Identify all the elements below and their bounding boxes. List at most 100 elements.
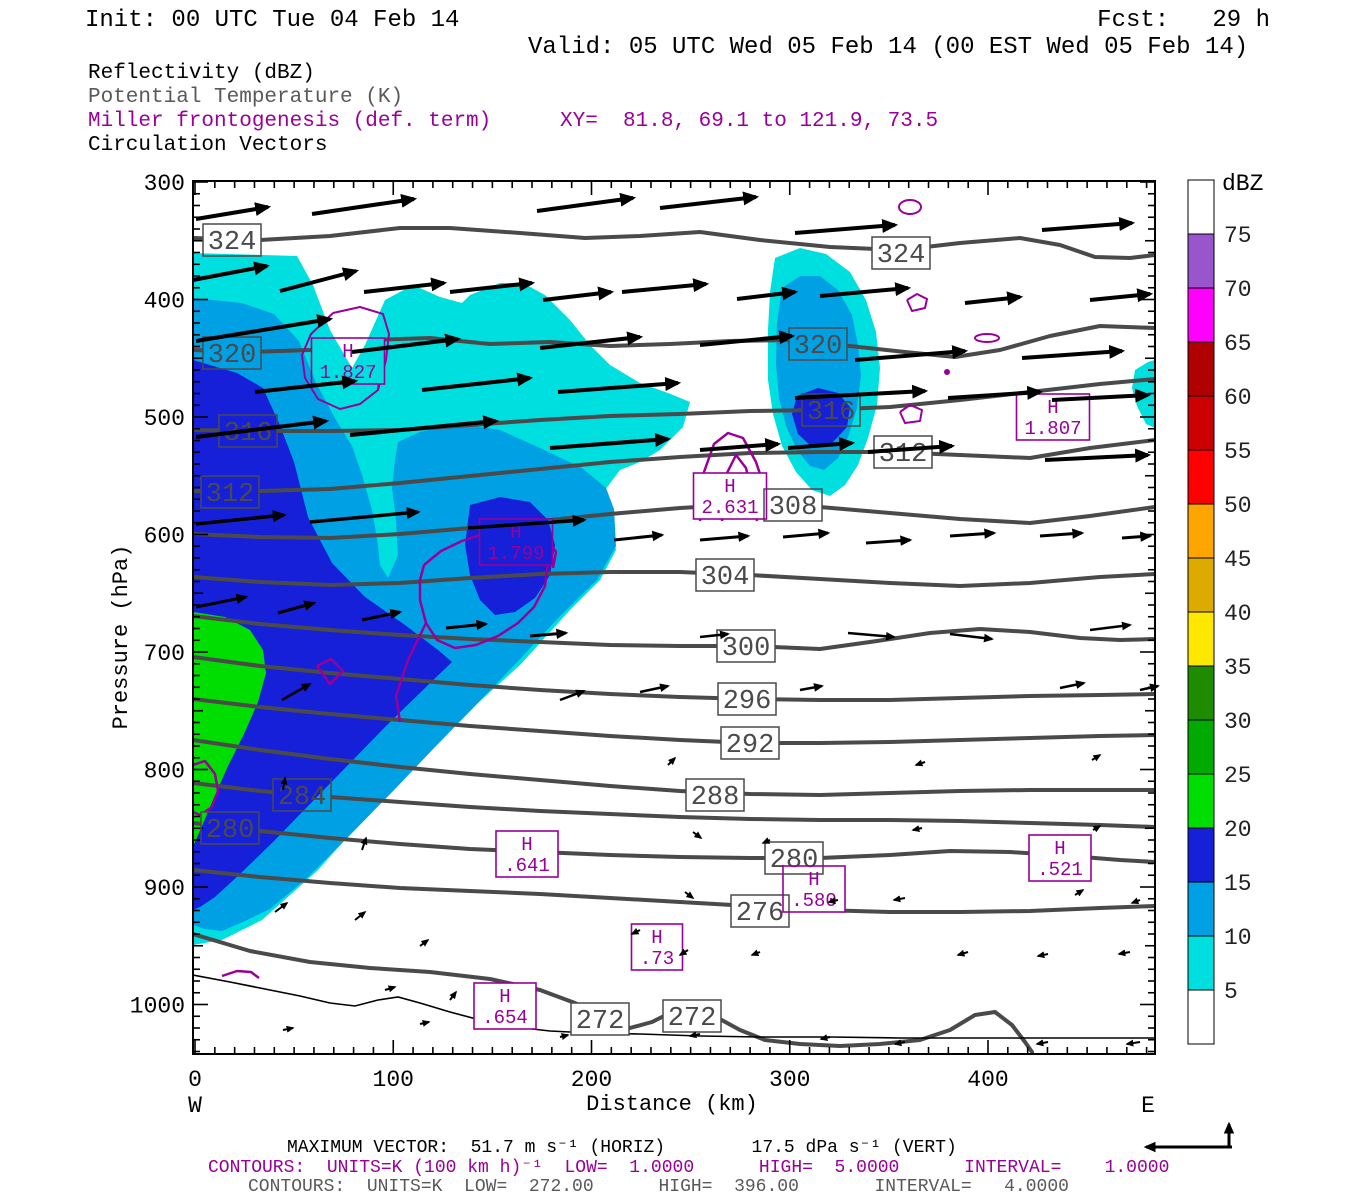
wind-vector — [277, 600, 317, 615]
wind-vector — [750, 949, 761, 957]
colorbar-block — [1187, 773, 1215, 829]
wind-vector — [949, 528, 997, 539]
isentrope-312K — [193, 438, 1155, 493]
y-tick-label: 800 — [144, 759, 185, 785]
legend-reflectivity: Reflectivity (dBZ) — [88, 62, 315, 85]
wind-vector — [361, 608, 403, 622]
wind-vector — [684, 891, 695, 899]
isentrope-label: 316 — [807, 398, 856, 428]
y-tick-label: 500 — [144, 406, 185, 432]
wind-vector — [559, 1033, 570, 1040]
wind-vector — [639, 683, 670, 694]
wind-vector — [351, 333, 462, 354]
frontogenesis-dot — [944, 369, 950, 375]
wind-vector — [311, 193, 418, 216]
colorbar-block — [1187, 179, 1215, 235]
surface-line-layer — [193, 974, 1155, 1039]
y-tick-label: 400 — [144, 289, 185, 315]
colorbar-tick-label: 15 — [1224, 871, 1252, 897]
wind-vector — [279, 267, 360, 293]
isentrope-layer — [193, 226, 1155, 1054]
isentrope-label: 300 — [722, 634, 771, 664]
fronto-max-box — [1028, 834, 1092, 882]
wind-vector — [947, 385, 1044, 400]
colorbar-tick-label: 65 — [1224, 331, 1252, 357]
isentrope-label: 312 — [879, 440, 928, 470]
wind-vector — [1121, 531, 1153, 542]
isentrope-label: 320 — [208, 341, 257, 371]
wind-vector — [539, 331, 644, 350]
frontogenesis-contour-ellipse — [974, 333, 1000, 343]
wind-vector — [794, 219, 899, 235]
fronto-max-value: .73 — [640, 948, 674, 970]
wind-vector — [914, 759, 926, 767]
colorbar-tick-label: 70 — [1224, 277, 1252, 303]
reference-vector — [1143, 1121, 1235, 1153]
plot-border — [192, 180, 1156, 1055]
wind-vector — [854, 345, 969, 362]
isentrope-label-box — [763, 488, 823, 522]
x-tick-label: 400 — [967, 1067, 1008, 1093]
fronto-max-value: .580 — [791, 890, 837, 912]
reflectivity-fill-layer — [193, 181, 1155, 1054]
wind-vector — [1139, 683, 1160, 693]
isentrope-label: 320 — [794, 332, 843, 362]
wind-vector — [559, 689, 586, 702]
wind-vector — [354, 911, 367, 921]
fronto-max-box — [630, 923, 684, 971]
wind-vector — [281, 682, 312, 702]
x-tick-label: 200 — [571, 1067, 612, 1093]
isentrope-label-box — [871, 236, 931, 270]
isentrope-label-box — [202, 223, 262, 257]
wind-vector — [192, 261, 271, 282]
colorbar-title: dBZ — [1222, 171, 1263, 197]
wind-vector — [667, 756, 677, 766]
colorbar-tick-label: 50 — [1224, 493, 1252, 519]
isentrope-label: 292 — [726, 731, 775, 761]
wind-vector — [309, 506, 421, 524]
isentrope-label-box — [695, 558, 755, 592]
wind-vector — [557, 376, 682, 394]
wind-vector — [274, 902, 289, 913]
legend-potential-temperature: Potential Temperature (K) — [88, 86, 403, 109]
isentrope-320K — [193, 324, 1155, 359]
circulation-vector-layer — [192, 191, 1160, 1047]
frontogenesis-contour — [1067, 407, 1079, 425]
fronto-max-symbol: H — [1054, 838, 1065, 860]
x-axis-title: Distance (km) — [586, 1092, 758, 1117]
wind-vector — [659, 191, 760, 210]
fronto-max-box — [1015, 393, 1091, 441]
wind-vector — [1044, 448, 1152, 463]
wind-vector — [911, 825, 923, 833]
fronto-max-box — [473, 982, 537, 1030]
frontogenesis-contour — [546, 539, 558, 569]
wind-vector — [692, 831, 703, 839]
wind-vector — [1036, 951, 1049, 959]
wind-vector — [384, 985, 397, 993]
colorbar-block — [1187, 827, 1215, 883]
isentrope-272K — [193, 932, 1034, 1054]
wind-vector — [1035, 1039, 1049, 1047]
colorbar-tick-label: 55 — [1224, 439, 1252, 465]
colorbar-block — [1187, 989, 1215, 1045]
isentrope-324K — [193, 226, 1155, 260]
fronto-max-box — [782, 865, 846, 913]
isentrope-292K — [193, 697, 1155, 745]
isentrope-label: 324 — [877, 241, 926, 271]
isentrope-label: 272 — [668, 1004, 717, 1034]
plot-frame — [192, 180, 1156, 1055]
wind-vector — [363, 277, 448, 294]
isentrope-label-box — [685, 778, 745, 812]
wind-vector — [1089, 621, 1132, 632]
y-tick-label: 700 — [144, 641, 185, 667]
wind-vector — [360, 836, 368, 851]
isentrope-label: 304 — [701, 563, 750, 593]
wind-vector — [794, 384, 929, 400]
frontogenesis-contour — [720, 453, 759, 522]
wind-vector — [865, 535, 913, 546]
wind-vector — [761, 837, 771, 844]
wind-vector — [847, 631, 896, 641]
isentrope-label-box — [720, 726, 780, 760]
